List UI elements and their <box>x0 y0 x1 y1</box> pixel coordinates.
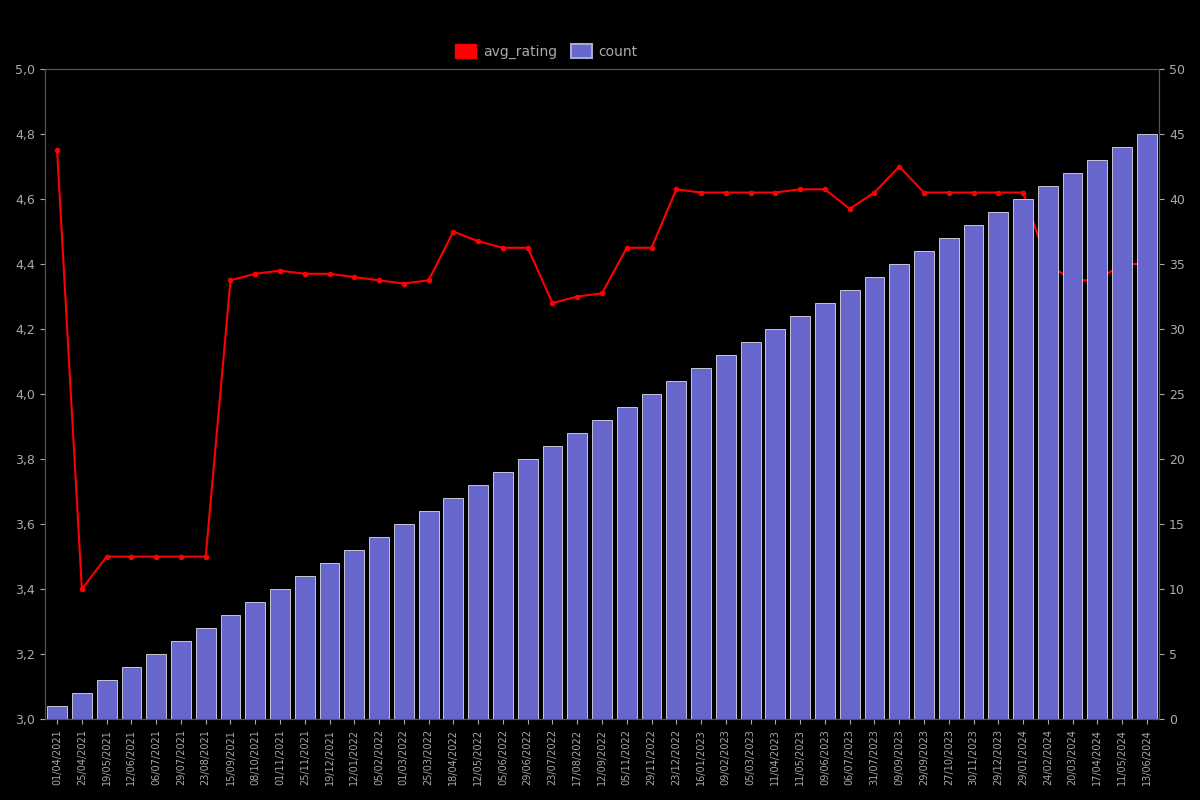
Bar <box>740 342 761 719</box>
Bar <box>766 329 785 719</box>
Bar <box>72 693 91 719</box>
Bar <box>370 537 389 719</box>
Bar <box>517 459 538 719</box>
Bar <box>989 212 1008 719</box>
Bar <box>394 524 414 719</box>
Bar <box>542 446 563 719</box>
Bar <box>1013 199 1033 719</box>
Bar <box>666 381 686 719</box>
Bar <box>295 576 314 719</box>
Bar <box>319 563 340 719</box>
Bar <box>840 290 859 719</box>
Bar <box>1038 186 1057 719</box>
Bar <box>864 277 884 719</box>
Bar <box>889 264 910 719</box>
Bar <box>642 394 661 719</box>
Bar <box>791 316 810 719</box>
Bar <box>221 615 240 719</box>
Bar <box>245 602 265 719</box>
Bar <box>1112 147 1132 719</box>
Bar <box>964 225 984 719</box>
Bar <box>97 680 116 719</box>
Legend: avg_rating, count: avg_rating, count <box>448 37 644 66</box>
Bar <box>344 550 365 719</box>
Bar <box>568 433 587 719</box>
Bar <box>1136 134 1157 719</box>
Bar <box>146 654 166 719</box>
Bar <box>468 485 488 719</box>
Bar <box>493 472 512 719</box>
Bar <box>914 251 934 719</box>
Bar <box>691 368 710 719</box>
Bar <box>270 589 290 719</box>
Bar <box>617 407 637 719</box>
Bar <box>196 628 216 719</box>
Bar <box>419 511 438 719</box>
Bar <box>592 420 612 719</box>
Bar <box>121 667 142 719</box>
Bar <box>938 238 959 719</box>
Bar <box>716 355 736 719</box>
Bar <box>815 303 835 719</box>
Bar <box>172 641 191 719</box>
Bar <box>47 706 67 719</box>
Bar <box>1087 160 1108 719</box>
Bar <box>444 498 463 719</box>
Bar <box>1063 173 1082 719</box>
